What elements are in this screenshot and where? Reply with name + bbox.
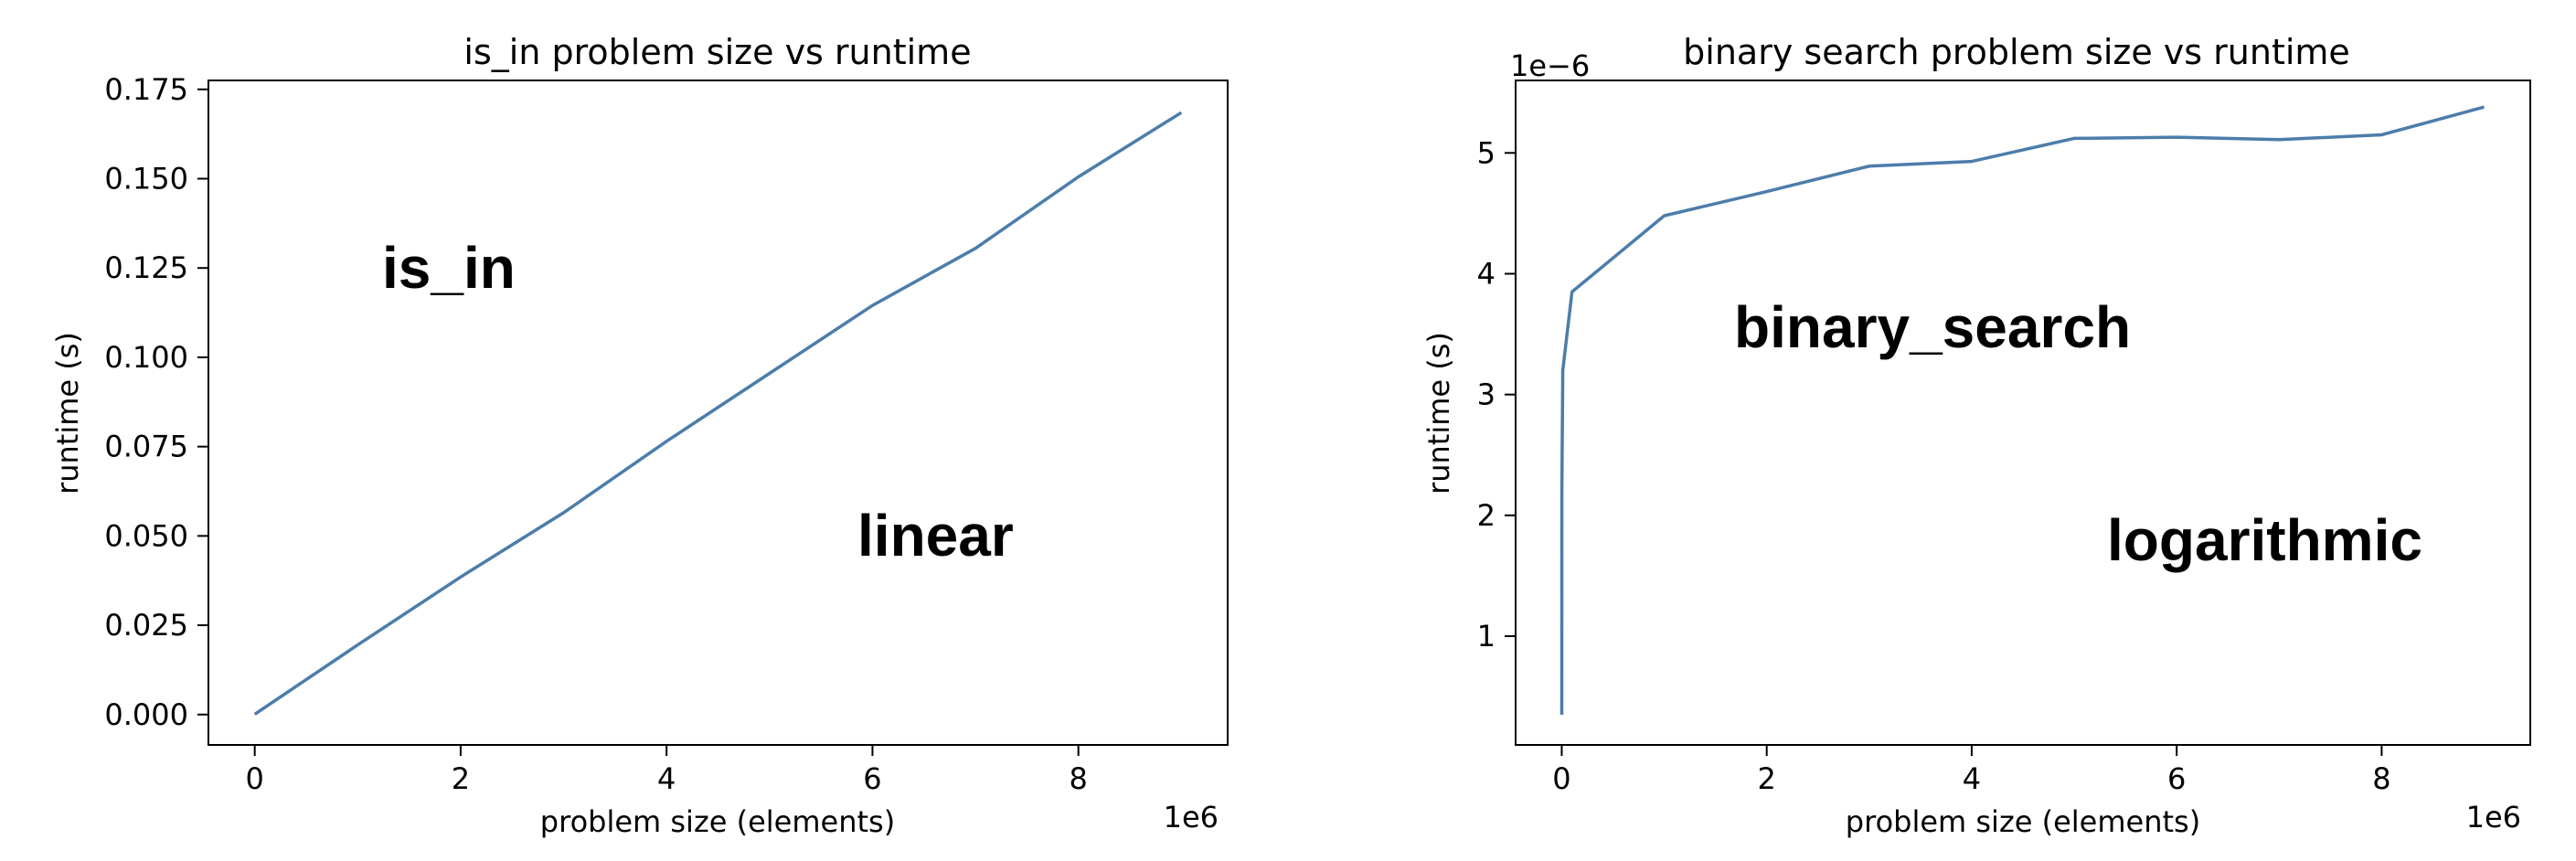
chart-binary-search: binary search problem size vs runtime 0 2…	[1421, 32, 2531, 839]
x-axis-ticks: 0 2 4 6 8	[1552, 745, 2391, 796]
annotation-is-in: is_in	[382, 235, 516, 301]
y-tick-label: 0.075	[104, 430, 188, 464]
y-tick-label: 0.175	[104, 72, 188, 107]
y-axis-ticks: 1 2 3 4 5	[1477, 135, 1516, 654]
x-tick-label: 4	[1963, 761, 1981, 796]
y-tick-label: 2	[1477, 498, 1496, 533]
x-offset-label: 1e6	[1164, 800, 1219, 834]
annotation-linear: linear	[857, 503, 1014, 569]
x-axis-label: problem size (elements)	[540, 804, 895, 839]
annotation-binary-search: binary_search	[1734, 294, 2131, 360]
annotation-logarithmic: logarithmic	[2107, 507, 2422, 573]
y-axis-label: runtime (s)	[50, 332, 85, 494]
x-axis-ticks: 0 2 4 6 8	[246, 745, 1088, 796]
series-line	[1559, 105, 2485, 716]
x-tick-label: 2	[452, 761, 470, 796]
x-axis-label: problem size (elements)	[1846, 804, 2200, 839]
y-tick-label: 4	[1477, 256, 1496, 291]
plot-frame	[208, 80, 1229, 746]
chart-is-in: is_in problem size vs runtime 0 2 4 6 8 0.00…	[50, 32, 1229, 839]
y-tick-label: 0.125	[104, 250, 188, 285]
y-tick-label: 3	[1477, 377, 1496, 412]
y-tick-label: 0.150	[104, 161, 188, 196]
y-tick-label: 0.100	[104, 340, 188, 375]
x-tick-label: 6	[2167, 761, 2186, 796]
y-tick-label: 0.050	[104, 518, 188, 553]
series-line	[253, 111, 1183, 716]
x-tick-label: 4	[657, 761, 676, 796]
y-axis-ticks: 0.000 0.025 0.050 0.075 0.100 0.125 0.150 0.175	[104, 72, 208, 732]
x-tick-label: 0	[1552, 761, 1570, 796]
x-tick-label: 6	[863, 761, 881, 796]
y-tick-label: 1	[1477, 619, 1496, 654]
x-offset-label: 1e6	[2466, 800, 2521, 834]
y-tick-label: 0.025	[104, 608, 188, 643]
y-tick-label: 0.000	[104, 697, 188, 732]
x-tick-label: 0	[246, 761, 264, 796]
plot-frame	[1515, 80, 2531, 746]
y-axis-label: runtime (s)	[1421, 332, 1456, 494]
x-tick-label: 2	[1758, 761, 1776, 796]
chart-title: binary search problem size vs runtime	[1683, 32, 2350, 72]
x-tick-label: 8	[1070, 761, 1088, 796]
x-tick-label: 8	[2372, 761, 2390, 796]
y-offset-label: 1e−6	[1510, 48, 1590, 83]
y-tick-label: 5	[1477, 135, 1496, 170]
chart-title: is_in problem size vs runtime	[463, 32, 971, 72]
